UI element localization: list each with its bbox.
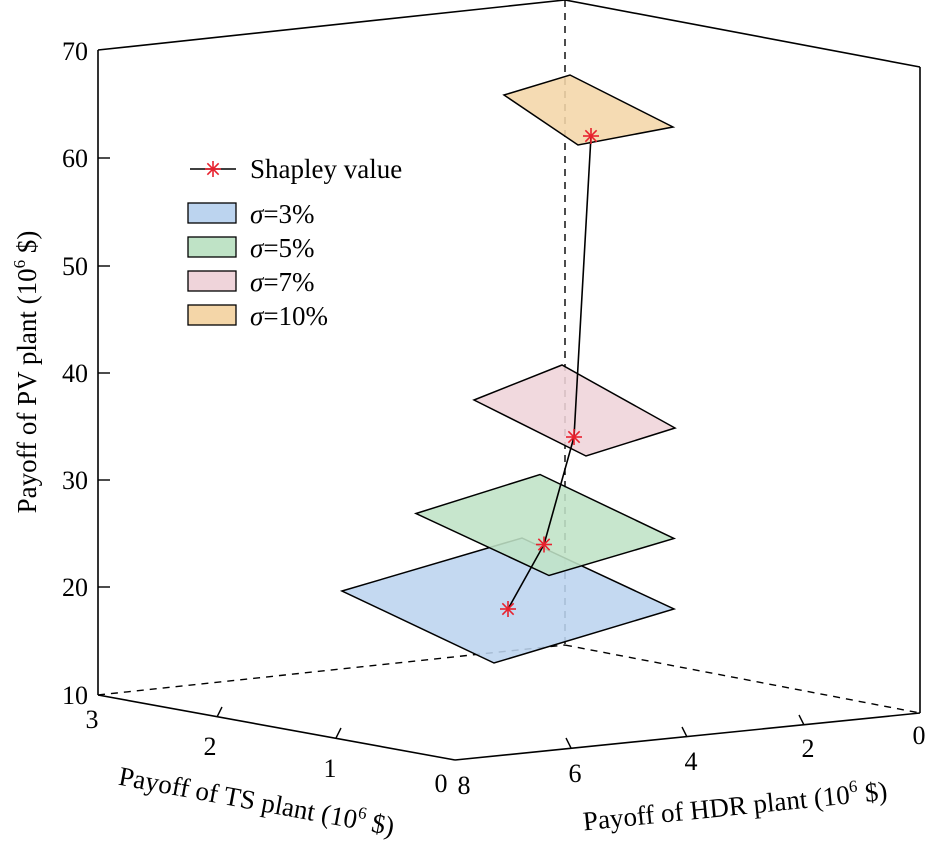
marker-stroke bbox=[567, 430, 581, 444]
y-tick-mark bbox=[681, 726, 688, 738]
legend-series-label: σ=7% bbox=[250, 267, 315, 297]
legend-sigma-symbol: σ bbox=[250, 301, 265, 331]
x-tick-mark bbox=[335, 727, 342, 739]
x-tick-labels: 3 2 1 0 bbox=[86, 705, 448, 798]
sigma-plane-1 bbox=[339, 537, 677, 664]
legend-swatch bbox=[187, 304, 237, 326]
shapley-marker bbox=[500, 601, 516, 617]
x-tick-label: 2 bbox=[204, 732, 217, 761]
shapley-value-line bbox=[507, 135, 592, 610]
legend-series-value: =10% bbox=[263, 301, 328, 331]
z-tick-label: 60 bbox=[62, 144, 88, 173]
legend-series-label: σ=5% bbox=[250, 233, 315, 263]
legend-sigma-symbol: σ bbox=[250, 199, 265, 229]
x-tick-label: 1 bbox=[324, 754, 337, 783]
x-axis-label: Payoff of TS plant (106 $) bbox=[116, 759, 397, 841]
frame-bottom-left bbox=[97, 694, 456, 761]
z-axis-label: Payoff of PV plant (106 $) bbox=[10, 231, 42, 514]
y-tick-label: 0 bbox=[913, 721, 926, 750]
legend-series-value: =3% bbox=[263, 199, 314, 229]
sigma-plane-4 bbox=[502, 74, 676, 146]
z-tick-label: 50 bbox=[62, 252, 88, 281]
legend-series-value: =7% bbox=[263, 267, 314, 297]
legend-star-marker bbox=[205, 161, 221, 177]
legend-series-label: σ=10% bbox=[250, 301, 328, 331]
z-tick-label: 30 bbox=[62, 466, 88, 495]
sigma-plane-2 bbox=[413, 473, 677, 577]
y-tick-labels: 8 6 4 2 0 bbox=[458, 721, 926, 800]
marker-stroke bbox=[537, 538, 551, 551]
marker-stroke bbox=[584, 129, 598, 143]
shapley-marker bbox=[566, 429, 582, 445]
y-tick-label: 6 bbox=[569, 759, 582, 788]
frame-back-top-right bbox=[564, 0, 921, 68]
x-tick-label: 0 bbox=[435, 769, 448, 798]
legend-shapley-marker bbox=[205, 161, 221, 177]
legend-sigma-symbol: σ bbox=[250, 267, 265, 297]
z-tick-label: 10 bbox=[62, 681, 88, 710]
legend-swatch bbox=[187, 236, 237, 258]
z-tick-label: 70 bbox=[62, 37, 88, 66]
plane-group bbox=[339, 74, 677, 664]
hidden-edge-right bbox=[564, 644, 921, 714]
sigma-plane-3 bbox=[472, 364, 677, 457]
shapley-marker-group bbox=[500, 128, 599, 617]
frame-back-top-left bbox=[97, 0, 566, 51]
legend: Shapley value σ=3%σ=5%σ=7%σ=10% bbox=[187, 154, 402, 331]
legend-series-items: σ=3%σ=5%σ=7%σ=10% bbox=[187, 199, 328, 331]
y-tick-label: 4 bbox=[685, 747, 698, 776]
legend-swatch bbox=[187, 270, 237, 292]
y-tick-mark bbox=[798, 714, 805, 726]
z-tick-label: 40 bbox=[62, 359, 88, 388]
z-tick-labels: 10 20 30 40 50 60 70 bbox=[62, 37, 88, 710]
y-tick-mark bbox=[565, 737, 572, 749]
z-tick-label: 20 bbox=[62, 573, 88, 602]
y-tick-label: 2 bbox=[802, 734, 815, 763]
legend-series-label: σ=3% bbox=[250, 199, 315, 229]
y-axis-label: Payoff of HDR plant (106 $) bbox=[581, 774, 888, 837]
shapley-marker bbox=[536, 536, 552, 553]
x-tick-mark bbox=[216, 706, 223, 718]
tick-marks bbox=[98, 157, 805, 749]
shapley-marker bbox=[583, 128, 599, 144]
legend-shapley-label: Shapley value bbox=[250, 154, 402, 184]
legend-swatch bbox=[187, 202, 237, 224]
legend-series-value: =5% bbox=[263, 233, 314, 263]
legend-sigma-symbol: σ bbox=[250, 233, 265, 263]
y-tick-label: 8 bbox=[458, 771, 471, 800]
marker-stroke bbox=[206, 162, 220, 176]
marker-stroke bbox=[501, 602, 515, 616]
x-tick-label: 3 bbox=[86, 705, 99, 734]
